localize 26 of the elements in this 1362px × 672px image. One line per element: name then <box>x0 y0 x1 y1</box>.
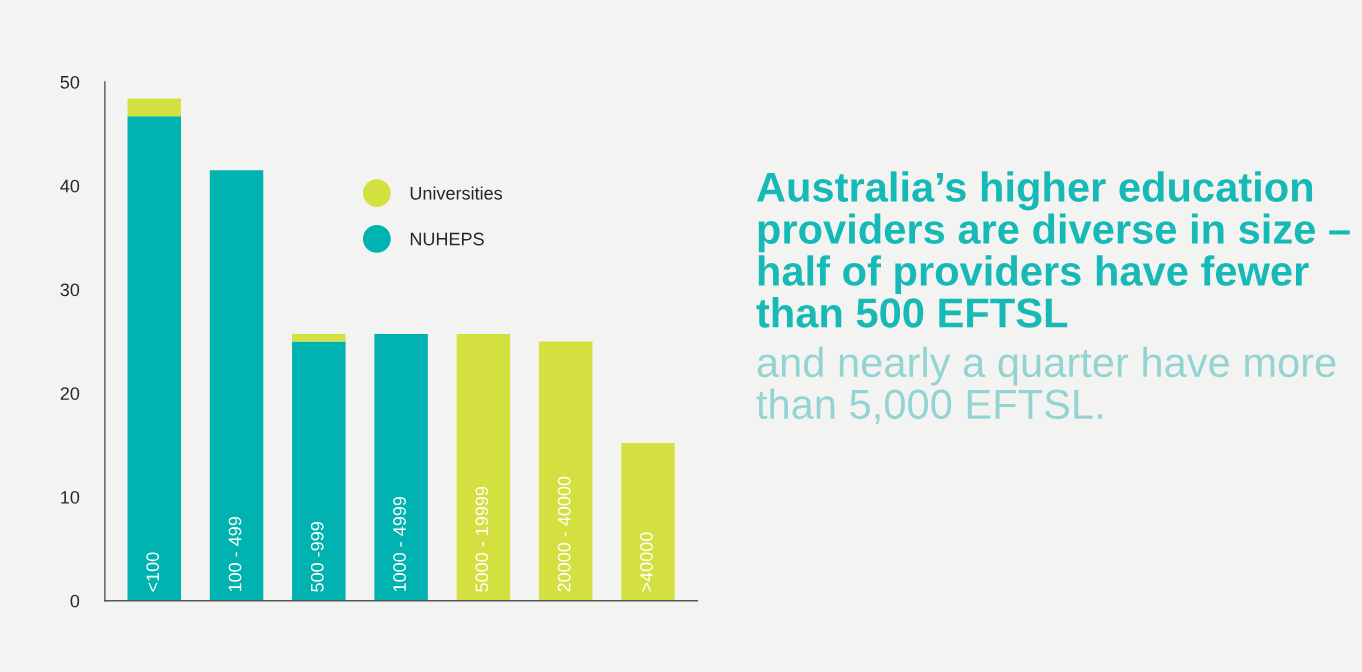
y-tick-label: 50 <box>60 75 80 89</box>
bar <box>127 116 181 601</box>
bar <box>621 443 675 601</box>
x-tick-label: 1000 - 4999 <box>393 496 406 592</box>
y-tick-label: 0 <box>70 594 80 608</box>
legend-label: NUHEPS <box>410 232 484 246</box>
y-tick-label: 30 <box>60 283 80 297</box>
x-tick-label: >40000 <box>640 532 653 592</box>
bar <box>456 334 511 601</box>
x-tick-label: 20000 - 40000 <box>557 476 571 592</box>
legend-label: Universities <box>410 186 503 200</box>
bar <box>292 334 346 342</box>
x-tick-label: 5000 - 19999 <box>475 486 489 592</box>
bar <box>127 98 181 117</box>
bar <box>292 341 346 601</box>
y-tick-label: 40 <box>60 179 80 193</box>
x-tick-label: 100 - 499 <box>228 517 242 592</box>
y-tick-label: 20 <box>60 387 80 400</box>
x-tick-label: 500 -999 <box>310 522 324 592</box>
x-tick-label: <100 <box>146 552 160 592</box>
bar <box>374 334 428 601</box>
y-tick-label: 10 <box>61 490 80 504</box>
text: and nearly a quarter have more than 5,000 EFTSL. <box>756 346 1336 425</box>
bar <box>538 341 593 601</box>
bar <box>209 170 264 601</box>
text: Australia’s higher education providers are diverse in size – half of providers have fewer than 500 EFTSL <box>756 171 1350 328</box>
